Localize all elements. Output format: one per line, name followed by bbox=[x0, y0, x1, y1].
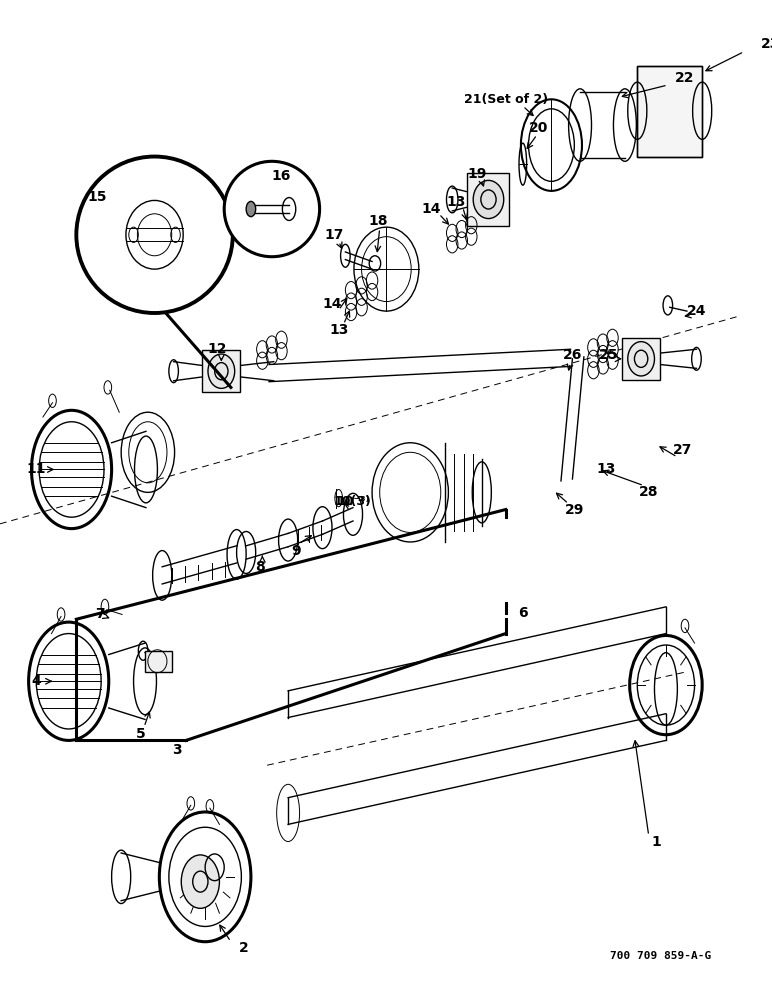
Bar bbox=[202, 350, 240, 392]
Ellipse shape bbox=[473, 180, 504, 219]
Ellipse shape bbox=[628, 342, 655, 376]
Text: 24: 24 bbox=[687, 304, 706, 318]
Text: 12: 12 bbox=[208, 342, 227, 356]
Ellipse shape bbox=[246, 201, 256, 217]
Text: 27: 27 bbox=[672, 443, 692, 457]
Text: 2: 2 bbox=[239, 941, 248, 955]
Text: 28: 28 bbox=[639, 485, 659, 499]
Text: 6: 6 bbox=[518, 606, 527, 620]
Bar bbox=[622, 338, 660, 380]
Text: 10(3): 10(3) bbox=[334, 495, 372, 508]
Text: 19: 19 bbox=[467, 167, 486, 181]
Text: 8: 8 bbox=[255, 560, 264, 574]
Text: 11: 11 bbox=[26, 462, 46, 476]
Text: 13: 13 bbox=[446, 195, 466, 209]
Bar bbox=[638, 66, 703, 157]
Text: 29: 29 bbox=[564, 503, 584, 517]
Ellipse shape bbox=[181, 855, 219, 908]
Ellipse shape bbox=[208, 354, 235, 388]
Text: 9: 9 bbox=[291, 544, 300, 558]
Text: 22: 22 bbox=[676, 71, 695, 85]
Text: 14: 14 bbox=[322, 297, 342, 311]
Text: 25: 25 bbox=[599, 348, 618, 362]
Bar bbox=[638, 66, 703, 157]
Text: 21(Set of 2): 21(Set of 2) bbox=[463, 93, 547, 106]
Text: 13: 13 bbox=[329, 323, 348, 337]
Text: 14: 14 bbox=[422, 202, 441, 216]
Text: 20: 20 bbox=[530, 121, 549, 135]
Bar bbox=[145, 651, 171, 672]
Text: 26: 26 bbox=[563, 348, 582, 362]
Text: 15: 15 bbox=[87, 190, 107, 204]
Text: 7: 7 bbox=[96, 607, 105, 621]
Text: 3: 3 bbox=[171, 743, 181, 757]
Text: 10⁻³⁾: 10⁻³⁾ bbox=[337, 495, 370, 508]
Text: 4: 4 bbox=[32, 674, 41, 688]
Text: 13: 13 bbox=[596, 462, 615, 476]
Text: 700 709 859-A-G: 700 709 859-A-G bbox=[610, 951, 711, 961]
Text: 17: 17 bbox=[324, 228, 344, 242]
Text: 18: 18 bbox=[368, 214, 388, 228]
Text: 16: 16 bbox=[272, 169, 291, 183]
Text: 5: 5 bbox=[137, 727, 146, 741]
Text: 1: 1 bbox=[652, 835, 662, 849]
Circle shape bbox=[76, 157, 233, 313]
Bar bbox=[468, 173, 510, 226]
Text: 23: 23 bbox=[761, 37, 772, 51]
Circle shape bbox=[224, 161, 320, 257]
